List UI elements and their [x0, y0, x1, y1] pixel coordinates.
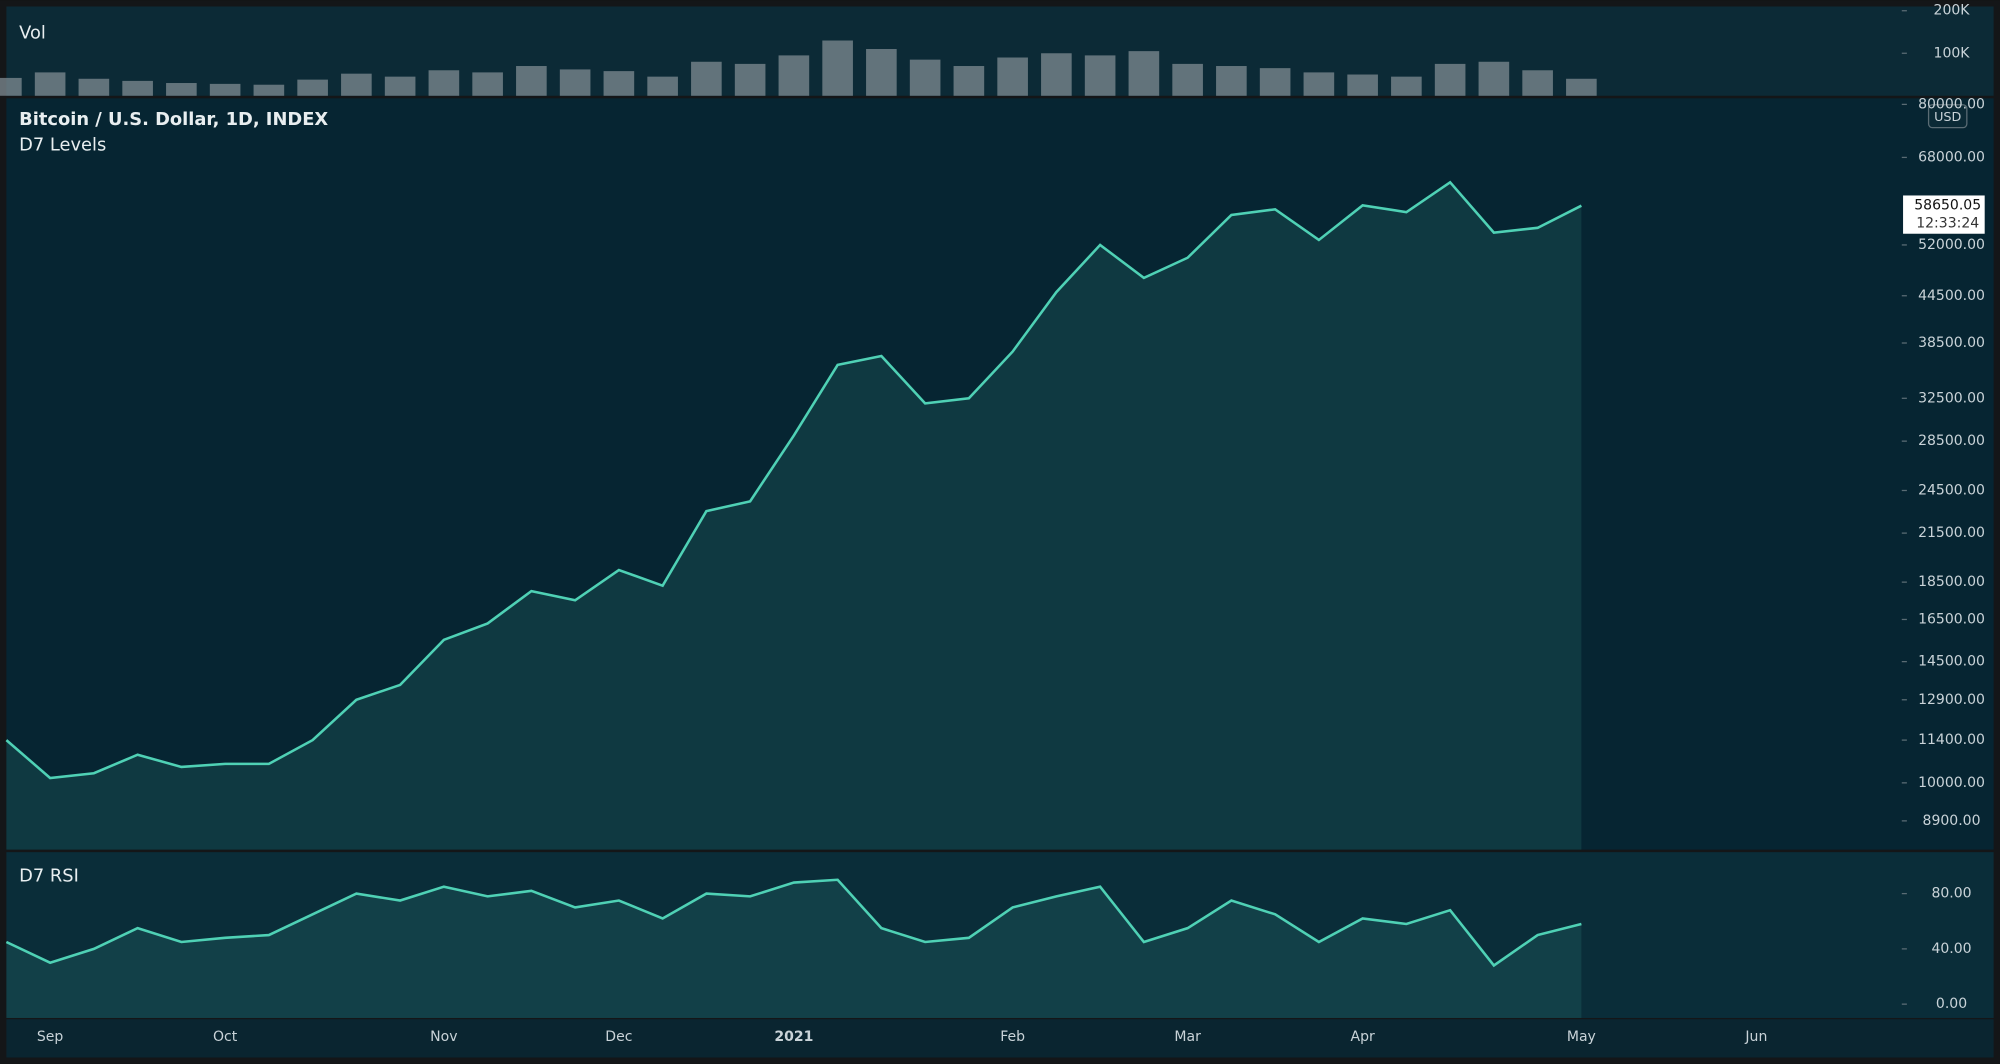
y-tick-label: 16500.00	[1918, 611, 1985, 627]
volume-bar	[209, 83, 241, 96]
marks: 200K 100K 80000.00 68000.00 52000.00 44500.00…	[0, 3, 1985, 1045]
x-tick-label: Dec	[605, 1029, 632, 1045]
last-price: 58650.05	[1914, 198, 1981, 214]
y-tick-label: 28500.00	[1918, 433, 1985, 449]
volume-bar	[734, 63, 766, 96]
y-tick-label: 44500.00	[1918, 288, 1985, 304]
rsi-pane	[6, 852, 1994, 1018]
volume-bar	[1478, 61, 1510, 96]
x-tick-label: Feb	[1000, 1029, 1025, 1045]
volume-bar	[909, 59, 941, 96]
x-tick-label: Oct	[213, 1029, 238, 1045]
area	[6, 182, 1582, 850]
y-tick-label: 80.00	[1931, 886, 1971, 902]
volume-bar	[953, 66, 985, 96]
currency-badge	[1927, 104, 1968, 129]
y-tick-label: 100K	[1934, 45, 1971, 61]
volume-bar	[428, 70, 460, 96]
volume-bar	[516, 66, 547, 96]
x-tick-label: May	[1567, 1029, 1596, 1045]
line	[5, 180, 1582, 780]
volume-bar	[253, 84, 285, 96]
volume-bar	[384, 76, 416, 96]
y-tick-label: 38500.00	[1918, 335, 1985, 351]
volume-bar	[1128, 51, 1160, 96]
volume-bar	[1522, 70, 1553, 96]
volume-bar	[1303, 72, 1335, 96]
y-tick-label: 80000.00	[1918, 96, 1985, 112]
volume-bar	[1041, 53, 1072, 96]
line	[5, 878, 1582, 968]
volume-bar	[1391, 76, 1422, 96]
volume-title: Vol	[19, 22, 46, 43]
x-tick-label: Sep	[37, 1029, 64, 1045]
volume-bar	[34, 72, 66, 96]
y-tick-label: 11400.00	[1918, 732, 1985, 748]
area	[6, 879, 1582, 1018]
y-tick-label: 12900.00	[1918, 692, 1985, 708]
y-tick-label: 18500.00	[1918, 574, 1985, 590]
price-pane	[6, 98, 1994, 850]
x-tick-label: Apr	[1351, 1029, 1375, 1045]
x-tick-label: 2021	[774, 1029, 813, 1045]
volume-bar	[1216, 66, 1247, 96]
volume-bar	[822, 40, 853, 96]
volume-bar	[1434, 63, 1466, 96]
y-tick-label: 52000.00	[1918, 237, 1985, 253]
volume-bar	[472, 72, 503, 96]
y-tick-label: 21500.00	[1918, 525, 1985, 541]
x-tick-label: Mar	[1174, 1029, 1201, 1045]
last-price-box	[1903, 195, 1985, 234]
volume-bar	[1566, 78, 1597, 96]
y-tick-label: 10000.00	[1918, 775, 1985, 791]
volume-bar	[691, 61, 722, 96]
volume-bar	[1259, 68, 1291, 96]
volume-bar	[1084, 55, 1116, 96]
y-tick-label: 200K	[1934, 3, 1971, 19]
volume-bar	[559, 69, 591, 96]
volume-bar	[603, 71, 635, 96]
x-tick-label: Jun	[1744, 1029, 1767, 1045]
rsi-title: D7 RSI	[19, 865, 79, 886]
y-tick-label: 0.00	[1936, 996, 1967, 1012]
y-tick-label: 68000.00	[1918, 149, 1985, 165]
volume-bar	[647, 76, 678, 96]
y-tick-label: 14500.00	[1918, 654, 1985, 670]
volume-bar	[1172, 63, 1203, 96]
volume-bar	[122, 80, 153, 96]
volume-bar	[997, 57, 1028, 96]
x-tick-label: Nov	[430, 1029, 457, 1045]
volume-bar	[866, 49, 897, 96]
y-tick-label: 40.00	[1931, 941, 1971, 957]
y-tick-label: 24500.00	[1918, 482, 1985, 498]
x-axis-pane	[6, 1019, 1994, 1058]
volume-bar	[1347, 74, 1378, 96]
volume-bar	[341, 73, 372, 96]
volume-bar	[78, 78, 110, 96]
y-tick-label: 32500.00	[1918, 390, 1985, 406]
countdown: 12:33:24	[1916, 216, 1979, 232]
volume-bar	[778, 55, 810, 96]
y-tick-label: 8900.00	[1923, 813, 1981, 829]
price-title: Bitcoin / U.S. Dollar, 1D, INDEX	[19, 109, 328, 130]
volume-bar	[297, 79, 328, 96]
volume-bar	[0, 77, 22, 96]
volume-bar	[166, 83, 197, 96]
price-subtitle: D7 Levels	[19, 135, 106, 156]
currency: USD	[1934, 110, 1961, 125]
